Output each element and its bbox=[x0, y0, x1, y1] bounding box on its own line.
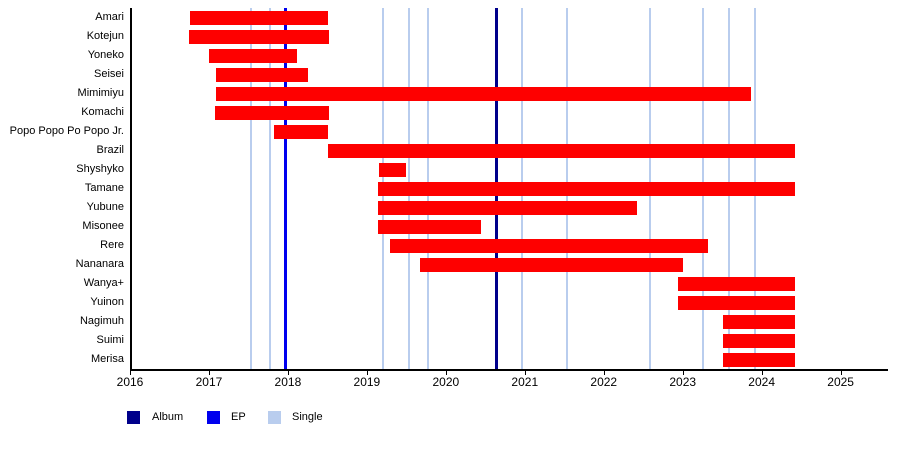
x-axis-tick bbox=[761, 371, 763, 375]
x-axis-tick bbox=[603, 371, 605, 375]
x-tick-label: 2018 bbox=[274, 375, 302, 389]
member-label-rere: Rere bbox=[100, 239, 124, 251]
x-tick-label: 2020 bbox=[432, 375, 460, 389]
tenure-bar-amari bbox=[190, 10, 329, 25]
single-release-line bbox=[268, 8, 271, 369]
tenure-bar-yuinon bbox=[677, 295, 795, 310]
tenure-bar-popo-popo-po-popo-jr bbox=[273, 124, 329, 139]
x-tick-label: 2019 bbox=[353, 375, 381, 389]
x-axis-tick bbox=[287, 371, 289, 375]
member-label-amari: Amari bbox=[95, 11, 124, 23]
tenure-bar-nananara bbox=[419, 257, 683, 272]
member-label-komachi: Komachi bbox=[81, 106, 124, 118]
member-label-kotejun: Kotejun bbox=[86, 30, 124, 42]
tenure-bar-mimimiyu bbox=[216, 86, 752, 101]
single-release-line bbox=[249, 8, 252, 369]
member-label-misonee: Misonee bbox=[82, 220, 124, 232]
member-label-wanya: Wanya+ bbox=[83, 277, 124, 289]
tenure-bar-brazil bbox=[328, 143, 795, 158]
x-tick-label: 2017 bbox=[195, 375, 223, 389]
tenure-bar-tamane bbox=[377, 181, 795, 196]
y-axis bbox=[130, 8, 132, 371]
x-tick-label: 2023 bbox=[669, 375, 697, 389]
member-label-yubune: Yubune bbox=[86, 201, 124, 213]
member-label-brazil: Brazil bbox=[96, 144, 124, 156]
x-axis-tick bbox=[208, 371, 210, 375]
ep-release-line bbox=[284, 8, 288, 369]
member-label-merisa: Merisa bbox=[90, 353, 124, 365]
x-tick-label: 2016 bbox=[116, 375, 144, 389]
member-label-nananara: Nananara bbox=[75, 258, 124, 270]
member-label-suimi: Suimi bbox=[96, 334, 124, 346]
member-label-mimimiyu: Mimimiyu bbox=[77, 87, 124, 99]
tenure-bar-komachi bbox=[215, 105, 329, 120]
x-axis-tick bbox=[840, 371, 842, 375]
tenure-bar-seisei bbox=[216, 67, 308, 82]
tenure-bar-kotejun bbox=[189, 29, 329, 44]
x-axis-tick bbox=[524, 371, 526, 375]
member-label-nagimuh: Nagimuh bbox=[79, 315, 124, 327]
x-tick-label: 2024 bbox=[748, 375, 775, 389]
tenure-bar-shyshyko bbox=[378, 162, 407, 177]
tenure-bar-yoneko bbox=[208, 48, 297, 63]
x-tick-label: 2022 bbox=[590, 375, 618, 389]
x-axis bbox=[130, 369, 888, 371]
x-axis-tick bbox=[130, 371, 131, 375]
x-tick-label: 2025 bbox=[827, 375, 854, 389]
member-label-shyshyko: Shyshyko bbox=[76, 163, 124, 175]
tenure-bar-rere bbox=[389, 238, 708, 253]
member-label-yoneko: Yoneko bbox=[87, 49, 124, 61]
member-label-seisei: Seisei bbox=[94, 68, 124, 80]
member-label-yuinon: Yuinon bbox=[90, 296, 124, 308]
member-label-popo-popo-po-popo-jr: Popo Popo Po Popo Jr. bbox=[9, 125, 124, 137]
x-axis-tick bbox=[445, 371, 447, 375]
tenure-bar-yubune bbox=[377, 200, 637, 215]
tenure-bar-misonee bbox=[377, 219, 482, 234]
x-tick-label: 2021 bbox=[511, 375, 539, 389]
tenure-bar-suimi bbox=[722, 333, 795, 348]
member-label-tamane: Tamane bbox=[84, 182, 124, 194]
tenure-bar-nagimuh bbox=[722, 314, 795, 329]
tenure-bar-merisa bbox=[722, 352, 795, 367]
x-axis-tick bbox=[682, 371, 684, 375]
tenure-bar-wanya bbox=[677, 276, 795, 291]
x-axis-tick bbox=[366, 371, 368, 375]
